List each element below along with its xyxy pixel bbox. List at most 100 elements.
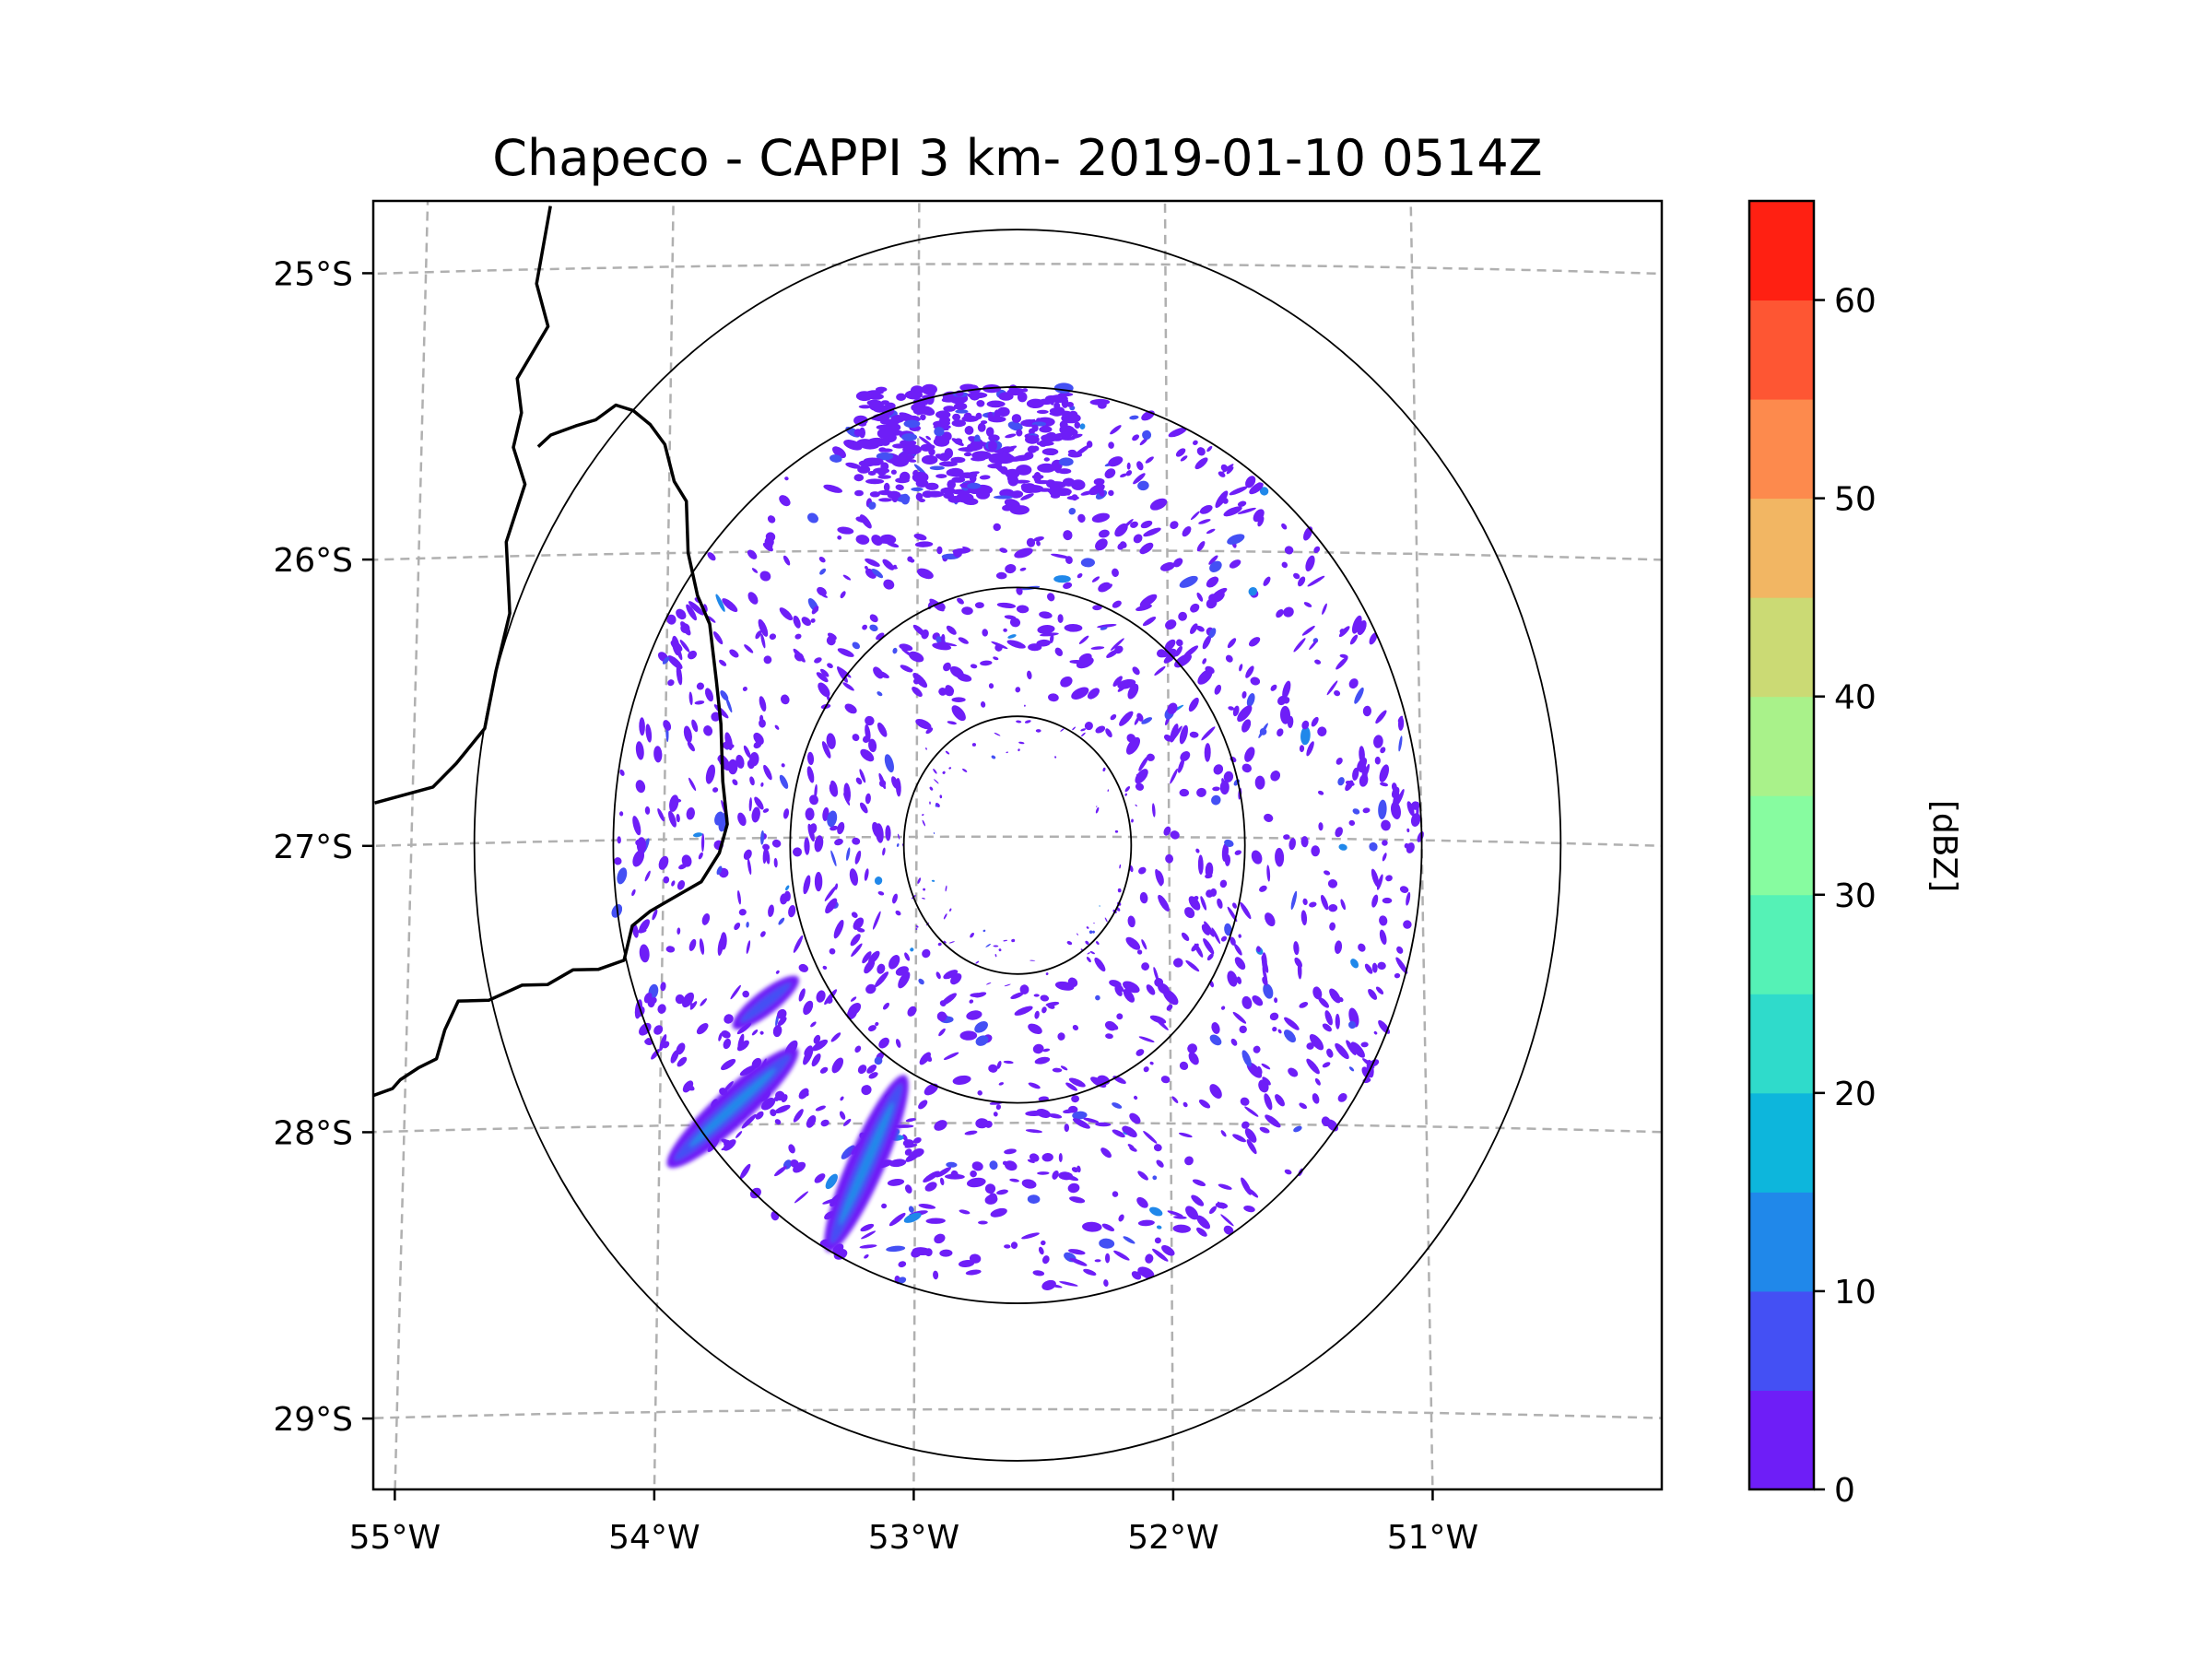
- echo-speckle: [854, 850, 862, 865]
- echo-speckle: [933, 436, 950, 447]
- echo-speckle: [821, 741, 831, 759]
- echo-speckle: [1123, 989, 1135, 1003]
- echo-speckle: [925, 394, 935, 406]
- echo-speckle: [1208, 1206, 1218, 1215]
- echo-speckle: [1094, 957, 1106, 972]
- echo-speckle: [817, 586, 827, 596]
- echo-speckle: [1177, 759, 1185, 773]
- echo-speckle: [1058, 1153, 1063, 1162]
- colorbar-segment: [1749, 201, 1814, 301]
- echo-speckle: [1051, 553, 1071, 559]
- echo-speckle: [1110, 713, 1117, 721]
- echo-speckle: [1241, 690, 1247, 699]
- echo-speckle: [1062, 1174, 1079, 1182]
- echo-speckle: [1399, 886, 1409, 893]
- echo-speckle: [747, 592, 759, 605]
- echo-speckle: [970, 1170, 977, 1178]
- echo-speckle: [934, 1233, 946, 1244]
- echo-speckle: [986, 982, 992, 985]
- echo-speckle: [1101, 1223, 1115, 1231]
- echo-speckle: [1027, 670, 1032, 680]
- echo-speckle: [1354, 687, 1364, 704]
- echo-speckle: [1288, 1067, 1299, 1077]
- echo-speckle: [760, 633, 766, 649]
- echo-speckle: [801, 617, 811, 627]
- echo-speckle: [859, 802, 868, 814]
- echo-speckle: [1208, 628, 1217, 639]
- echo-speckle: [793, 935, 804, 953]
- echo-speckle: [1059, 420, 1068, 429]
- echo-speckle: [1301, 625, 1315, 636]
- echo-speckle: [759, 571, 771, 582]
- echo-speckle: [837, 666, 848, 683]
- echo-speckle: [1097, 623, 1117, 629]
- radar-echoes: [611, 382, 1424, 1290]
- echo-speckle: [1309, 640, 1318, 651]
- echo-speckle: [618, 811, 624, 817]
- echo-speckle: [687, 741, 695, 752]
- echo-speckle: [1139, 542, 1154, 555]
- echo-speckle: [918, 1204, 936, 1209]
- echo-speckle: [1306, 1058, 1320, 1075]
- echo-speckle: [1095, 806, 1100, 814]
- echo-speckle: [1201, 726, 1216, 741]
- colorbar-tick-label: 60: [1834, 283, 1877, 321]
- echo-speckle: [904, 952, 911, 961]
- echo-speckle: [1049, 411, 1064, 416]
- echo-speckle: [774, 1166, 787, 1177]
- echo-speckle: [631, 888, 636, 897]
- echo-speckle: [775, 970, 780, 974]
- echo-speckle: [1153, 967, 1159, 982]
- echo-speckle: [1175, 448, 1186, 457]
- echo-speckle: [696, 1023, 709, 1035]
- colorbar-segment: [1749, 696, 1814, 796]
- echo-speckle: [1265, 912, 1276, 927]
- echo-speckle: [1348, 819, 1356, 826]
- echo-speckle: [1229, 559, 1241, 569]
- echo-speckle: [1032, 1270, 1045, 1277]
- echo-speckle: [912, 624, 926, 637]
- echo-speckle: [999, 547, 1008, 553]
- echo-speckle: [1028, 1023, 1042, 1035]
- echo-speckle: [735, 754, 745, 769]
- echo-speckle: [1374, 756, 1381, 765]
- echo-speckle: [1281, 561, 1288, 569]
- echo-speckle: [892, 893, 898, 904]
- echo-speckle: [1066, 941, 1073, 946]
- echo-speckle: [864, 457, 881, 464]
- echo-speckle: [717, 936, 724, 956]
- echo-speckle: [970, 932, 974, 938]
- echo-speckle: [1282, 680, 1291, 700]
- echo-speckle: [1324, 870, 1331, 876]
- echo-speckle: [667, 679, 675, 687]
- echo-speckle: [1158, 648, 1177, 658]
- echo-speckle: [1099, 1238, 1115, 1249]
- echo-speckle: [987, 411, 994, 420]
- echo-speckle: [978, 1220, 988, 1225]
- echo-speckle: [837, 648, 854, 657]
- echo-speckle: [846, 847, 851, 861]
- echo-speckle: [857, 1065, 867, 1075]
- echo-speckle: [635, 839, 644, 846]
- echo-speckle: [744, 644, 754, 653]
- echo-speckle: [1259, 1126, 1270, 1134]
- map-plot-area: [373, 201, 1662, 1489]
- echo-speckle: [1112, 1191, 1119, 1197]
- echo-speckle: [1170, 724, 1179, 743]
- echo-speckle: [1014, 1006, 1033, 1016]
- echo-speckle: [1041, 1279, 1056, 1290]
- echo-speckle: [724, 1014, 734, 1024]
- echo-speckle: [1096, 941, 1100, 946]
- echo-speckle: [1131, 818, 1134, 823]
- echo-speckle: [1087, 688, 1100, 700]
- echo-speckle: [1171, 1096, 1179, 1103]
- echo-speckle: [1068, 508, 1077, 515]
- echo-speckle: [1371, 962, 1378, 973]
- echo-speckle: [924, 482, 939, 490]
- echo-speckle: [1127, 915, 1135, 928]
- range-ring: [612, 386, 1423, 1304]
- echo-speckle: [1170, 768, 1178, 784]
- y-tick-label: 27°S: [273, 829, 353, 866]
- echo-speckle: [844, 703, 857, 714]
- echo-speckle: [865, 478, 885, 485]
